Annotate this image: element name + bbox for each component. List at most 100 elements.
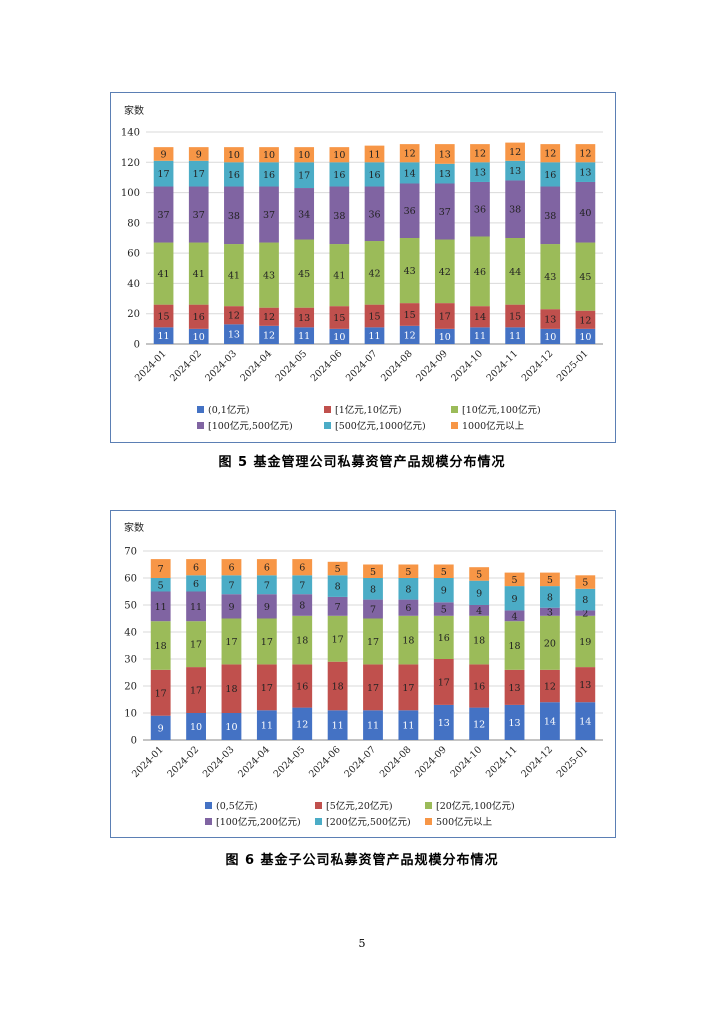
bar-segment	[186, 575, 206, 592]
figure-5-caption: 图 5 基金管理公司私募资管产品规模分布情况	[218, 455, 506, 470]
bar-segment	[259, 162, 279, 187]
bar-segment	[327, 561, 348, 576]
x-tick-label: 2024-07	[344, 348, 380, 384]
bar-segment	[224, 162, 244, 187]
data-label: 13	[439, 149, 451, 160]
data-label: 12	[263, 330, 275, 341]
x-tick-label: 2024-08	[379, 348, 415, 384]
x-tick-label: 2024-01	[130, 744, 166, 780]
bar-segment	[259, 186, 279, 243]
data-label: 5	[405, 567, 411, 578]
data-label: 17	[298, 171, 310, 182]
data-label: 8	[582, 595, 588, 606]
bar-segment	[224, 186, 244, 245]
data-label: 11	[402, 721, 414, 732]
legend-label: [100亿元,200亿元)	[216, 816, 301, 828]
bar-segment	[469, 580, 490, 605]
bar-segment	[292, 707, 313, 740]
bar-segment	[150, 578, 171, 592]
x-tick-label: 2024-06	[309, 348, 345, 384]
bar-segment	[224, 147, 244, 163]
bar-segment	[540, 702, 560, 740]
bar-segment	[221, 713, 242, 740]
data-label: 11	[158, 331, 170, 342]
data-label: 9	[441, 586, 447, 597]
bar-segment	[327, 710, 348, 740]
data-label: 9	[158, 723, 164, 734]
y-axis-label: 家数	[124, 521, 144, 534]
bar-segment	[398, 710, 419, 740]
data-label: 12	[579, 149, 591, 160]
legend-label: [10亿元,100亿元)	[462, 404, 541, 416]
legend-label: (0,1亿元)	[208, 404, 250, 416]
data-label: 43	[544, 272, 556, 283]
bar-segment	[575, 310, 596, 329]
data-label: 17	[332, 634, 344, 645]
bar-segment	[505, 160, 525, 181]
legend-label: [1亿元,10亿元)	[335, 404, 402, 416]
x-tick-label: 2024-08	[378, 744, 414, 780]
data-label: 10	[298, 150, 310, 161]
data-label: 10	[333, 332, 345, 343]
y-tick-label: 140	[121, 128, 140, 139]
y-tick-label: 70	[124, 547, 137, 558]
x-tick-label: 2024-03	[203, 348, 239, 384]
bar-segment	[188, 186, 209, 243]
data-label: 5	[547, 575, 553, 586]
data-label: 13	[508, 718, 520, 729]
bar-segment	[150, 591, 171, 622]
bar-segment	[434, 183, 455, 240]
bar-segment	[540, 328, 561, 344]
bar-segment	[259, 307, 279, 326]
bar-segment	[469, 567, 490, 581]
bar-segment	[540, 607, 560, 616]
bar-segment	[363, 578, 383, 600]
bar-segment	[327, 575, 348, 597]
data-label: 7	[335, 602, 341, 613]
bar-segment	[399, 162, 420, 184]
data-label: 38	[509, 205, 521, 216]
bar-segment	[505, 304, 525, 328]
data-label: 37	[158, 210, 170, 221]
x-tick-label: 2024-06	[307, 744, 343, 780]
bar-segment	[364, 241, 385, 305]
data-label: 11	[367, 721, 379, 732]
data-label: 43	[263, 271, 275, 282]
x-tick-label: 2024-04	[236, 744, 272, 780]
y-tick-label: 20	[127, 309, 140, 320]
data-label: 41	[228, 271, 240, 282]
bar-segment	[575, 610, 596, 616]
data-label: 16	[438, 633, 450, 644]
data-label: 14	[404, 168, 416, 179]
data-label: 38	[228, 211, 240, 222]
bar-segment	[504, 572, 525, 587]
data-label: 7	[299, 580, 305, 591]
x-tick-label: 2024-02	[168, 348, 204, 384]
data-label: 18	[155, 641, 167, 652]
bar-segment	[188, 304, 209, 329]
bar-segment	[433, 578, 454, 603]
bar-segment	[363, 618, 383, 665]
x-tick-label: 2024-05	[272, 744, 308, 780]
data-label: 16	[193, 312, 205, 323]
data-label: 11	[332, 721, 344, 732]
data-label: 11	[509, 331, 521, 342]
bar-segment	[364, 145, 385, 163]
data-label: 18	[225, 684, 237, 695]
data-label: 10	[544, 332, 556, 343]
legend-label: [500亿元,1000亿元)	[335, 420, 426, 432]
bar-segment	[221, 559, 242, 576]
y-tick-label: 0	[131, 736, 137, 747]
y-tick-label: 60	[127, 249, 140, 260]
data-label: 13	[228, 330, 240, 341]
data-label: 4	[476, 606, 482, 617]
data-label: 12	[404, 330, 416, 341]
data-label: 17	[261, 683, 273, 694]
data-label: 12	[296, 719, 308, 730]
data-label: 10	[228, 150, 240, 161]
data-label: 46	[474, 267, 486, 278]
data-label: 13	[438, 718, 450, 729]
data-label: 15	[368, 311, 380, 322]
legend-label: 1000亿元以上	[462, 420, 525, 432]
data-label: 45	[298, 269, 310, 280]
